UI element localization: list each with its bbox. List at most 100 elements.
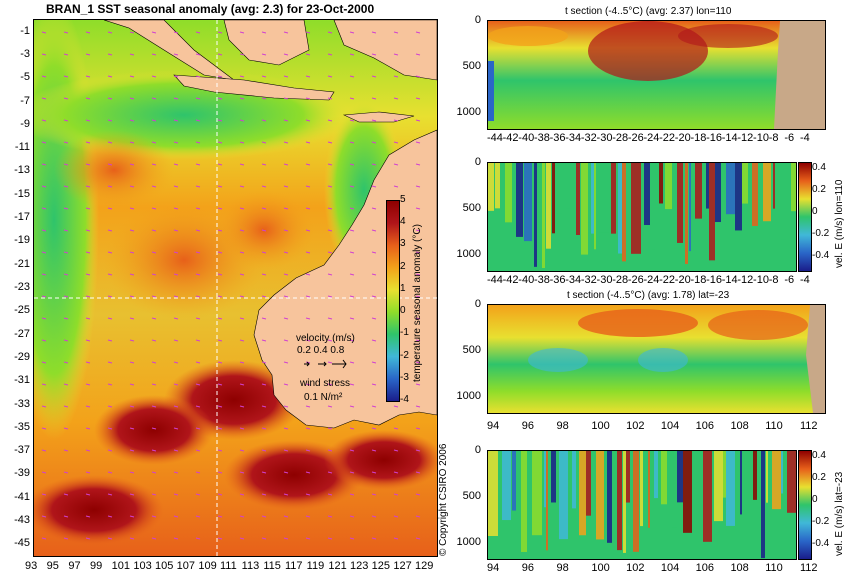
section3-title: t section (-4..5°C) (avg: 1.78) lat=-23 [567,290,730,301]
wind-vector [305,515,311,518]
wind-vector [415,537,421,540]
velocity-stripe [552,163,555,234]
wind-vector [107,295,113,298]
velocity-stripe [742,163,748,204]
wind-vector [327,31,333,34]
lat-tick-label: -17 [14,211,30,224]
section-x-tick-label: 108 [730,420,749,432]
wind-vector [415,515,421,518]
lat-tick-label: -23 [14,281,30,293]
wind-vector [107,537,113,540]
wind-vector [129,449,135,452]
wind-vector [305,31,311,34]
main-colorbar-label: temperature seasonal anomaly (°C) [412,224,423,382]
velocity-stripe [689,163,691,252]
velocity-stripe [714,451,723,522]
lat-tick-label: -5 [20,71,30,84]
wind-vector [41,141,47,144]
velocity-stripe [579,451,586,536]
wind-vector [151,317,157,320]
velocity-stripe [787,451,796,513]
lon-tick-label: 115 [263,560,281,572]
velocity-stripe [781,451,783,494]
wind-vector [151,119,157,122]
wind-vector [349,295,355,298]
wind-vector [371,515,377,518]
wind-vector [107,449,113,452]
wind-vector [327,427,333,430]
wind-vector [283,295,289,298]
wind-vector [415,251,421,254]
velocity-stripe [546,163,551,249]
wind-vector [393,31,399,34]
section-x-tick-label: 98 [556,420,569,432]
warm-eddy-2 [94,395,214,465]
wind-vector [63,185,69,188]
wind-vector [107,229,113,232]
wind-vector [239,273,245,276]
vel-colorbar-1 [798,162,812,272]
wind-vector [305,163,311,166]
wind-vector [63,383,69,386]
wind-vector [129,471,135,474]
wind-vector [107,405,113,408]
wind-vector [239,75,245,78]
main-colorbar [386,200,400,402]
temp-section-lon110-svg [488,21,825,129]
sst-anomaly-map[interactable] [33,19,438,557]
wind-vector [85,75,91,78]
vel-colorbar-tick: -0.2 [812,228,830,239]
velocity-stripe [740,451,742,515]
wind-vector [239,207,245,210]
vel-section-lat23[interactable] [487,450,797,560]
wind-vector [349,75,355,78]
section1-title: t section (-4..5°C) (avg: 2.37) lon=110 [565,6,732,17]
wind-vector [261,449,267,452]
wind-vector [327,185,333,188]
wind-vector [393,471,399,474]
section-x-tick-label: -34 [565,274,582,286]
wind-vector [371,295,377,298]
lon-tick-label: 125 [371,560,391,572]
lon-tick-label: 103 [133,560,152,572]
section-x-tick-label: -44 [487,274,503,286]
wind-vector [327,471,333,474]
depth-tick-label: 1000 [456,248,481,260]
wind-vector [239,515,245,518]
temp-section-lat23[interactable] [487,304,826,414]
wind-vector [371,361,377,364]
velocity-stripe [640,451,643,527]
wind-vector [85,537,91,540]
lon-tick-label: 121 [328,560,347,572]
velocity-stripe [586,451,591,516]
temp-section-lon110[interactable] [487,20,826,130]
velocity-stripe [556,163,562,214]
velocity-stripe [623,451,626,553]
wind-vector [151,361,157,364]
wind-vector [129,207,135,210]
lat-tick-label: -33 [14,397,30,410]
vel-colorbar-tick: -0.2 [812,516,830,527]
wind-vector [107,273,113,276]
section-x-tick-label: -16 [706,132,722,144]
wind-vector [217,163,223,166]
section-x-tick-label: -18 [690,274,707,286]
wind-vector [195,493,201,496]
wind-vector [327,97,333,100]
velocity-stripe [512,451,516,511]
wind-vector [129,405,135,408]
wind-vector [239,185,245,188]
wind-vector [393,405,399,408]
wind-vector [129,229,135,232]
wind-vector [63,361,69,364]
vel-section-lon110[interactable] [487,162,797,272]
lat-tick-label: -3 [20,47,30,60]
wind-vector [63,515,69,518]
wind-vector [371,251,377,254]
wind-vector [41,229,47,232]
wind-vector [371,119,377,122]
wind-vector [393,119,399,122]
main-colorbar-tick: 4 [400,216,406,228]
wind-vector [129,53,135,56]
wind-vector [195,141,201,144]
